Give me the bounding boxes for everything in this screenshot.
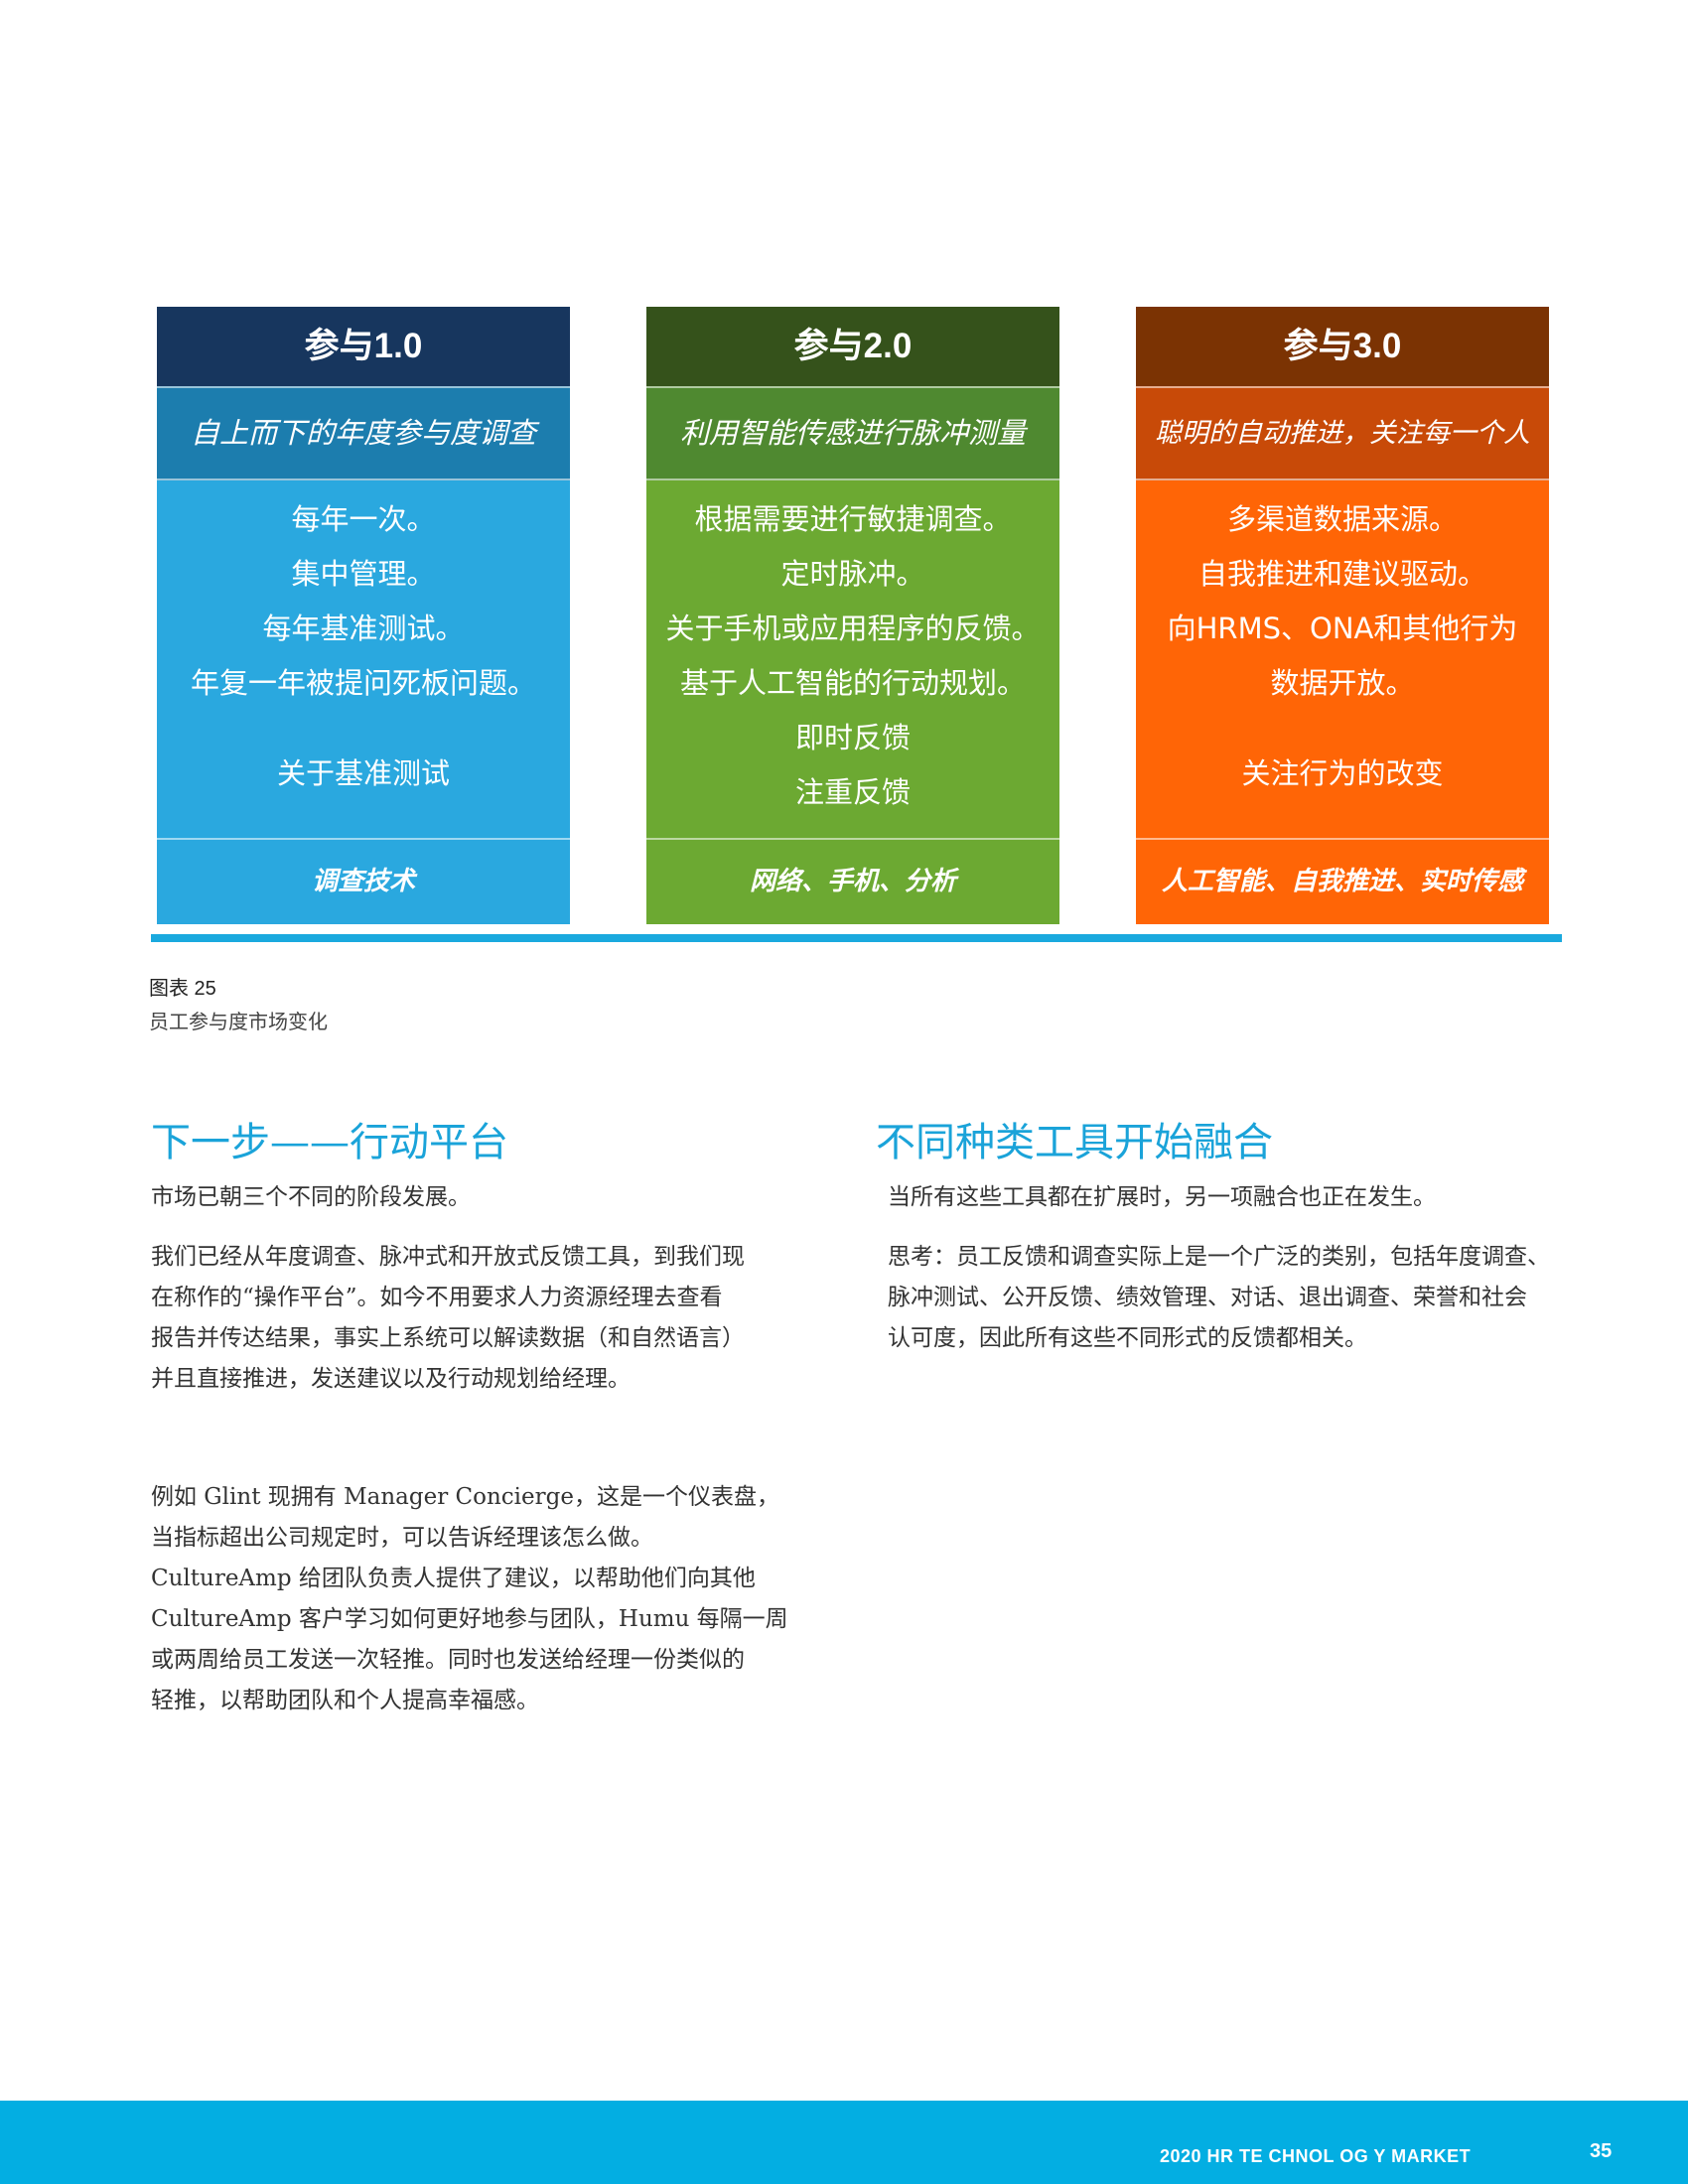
column-line: 多渠道数据来源。 [1226, 502, 1458, 536]
left-section-paragraph-3: 例如 Glint 现拥有 Manager Concierge，这是一个仪表盘， … [151, 1484, 788, 1713]
column-line: 关于基准测试 [276, 756, 450, 790]
left-section-paragraph-2: 我们已经从年度调查、脉冲式和开放式反馈工具，到我们现 在称作的“操作平台”。如今… [151, 1244, 745, 1392]
column-body: 多渠道数据来源。 自我推进和建议驱动。 向HRMS、ONA和其他行为 数据开放。… [1136, 480, 1549, 840]
page-footer: 2020 HR TE CHNOL OG Y MARKET 35 [0, 2101, 1688, 2184]
column-line: 基于人工智能的行动规划。 [679, 666, 1026, 700]
page-number: 35 [1590, 2140, 1613, 2162]
column-footer: 网络、手机、分析 [646, 840, 1059, 924]
engagement-3-column: 参与3.0 聪明的自动推进，关注每一个人 多渠道数据来源。 自我推进和建议驱动。… [1136, 307, 1549, 924]
figure-baseline-divider [151, 934, 1562, 942]
column-line: 注重反馈 [794, 775, 911, 809]
column-line: 向HRMS、ONA和其他行为 [1167, 612, 1518, 645]
column-line: 每年一次。 [291, 502, 436, 536]
column-line: 每年基准测试。 [262, 612, 465, 645]
column-body: 每年一次。 集中管理。 每年基准测试。 年复一年被提问死板问题。 关于基准测试 [157, 480, 570, 840]
column-line: 集中管理。 [291, 557, 436, 591]
column-header: 参与2.0 [646, 307, 1059, 386]
column-line: 定时脉冲。 [780, 557, 925, 591]
column-line: 即时反馈 [794, 721, 911, 754]
right-section-title: 不同种类工具开始融合 [876, 1120, 1273, 1165]
right-section-intro: 当所有这些工具都在扩展时，另一项融合也正在发生。 [888, 1184, 1436, 1210]
figure-caption-label: 图表 25 [149, 978, 216, 1000]
column-subtitle: 利用智能传感进行脉冲测量 [646, 386, 1059, 480]
column-subtitle: 聪明的自动推进，关注每一个人 [1136, 386, 1549, 480]
column-footer: 人工智能、自我推进、实时传感 [1136, 840, 1549, 924]
column-header: 参与3.0 [1136, 307, 1549, 386]
column-line: 关于手机或应用程序的反馈。 [665, 612, 1041, 645]
left-section-intro: 市场已朝三个不同的阶段发展。 [151, 1184, 471, 1210]
left-section-title: 下一步——行动平台 [151, 1120, 508, 1165]
column-line: 自我推进和建议驱动。 [1197, 557, 1486, 591]
column-subtitle: 自上而下的年度参与度调查 [157, 386, 570, 480]
column-line: 根据需要进行敏捷调查。 [694, 502, 1012, 536]
column-footer: 调查技术 [157, 840, 570, 924]
column-line: 数据开放。 [1270, 666, 1415, 700]
column-line: 年复一年被提问死板问题。 [190, 666, 536, 700]
column-line: 关注行为的改变 [1241, 756, 1444, 790]
column-body: 根据需要进行敏捷调查。 定时脉冲。 关于手机或应用程序的反馈。 基于人工智能的行… [646, 480, 1059, 840]
engagement-2-column: 参与2.0 利用智能传感进行脉冲测量 根据需要进行敏捷调查。 定时脉冲。 关于手… [646, 307, 1059, 924]
column-header: 参与1.0 [157, 307, 570, 386]
figure-caption-text: 员工参与度市场变化 [149, 1010, 328, 1033]
footer-report-title: 2020 HR TE CHNOL OG Y MARKET [1160, 2146, 1472, 2166]
right-section-paragraph-2: 思考：员工反馈和调查实际上是一个广泛的类别，包括年度调查、 脉冲测试、公开反馈、… [888, 1244, 1550, 1351]
engagement-1-column: 参与1.0 自上而下的年度参与度调查 每年一次。 集中管理。 每年基准测试。 年… [157, 307, 570, 924]
